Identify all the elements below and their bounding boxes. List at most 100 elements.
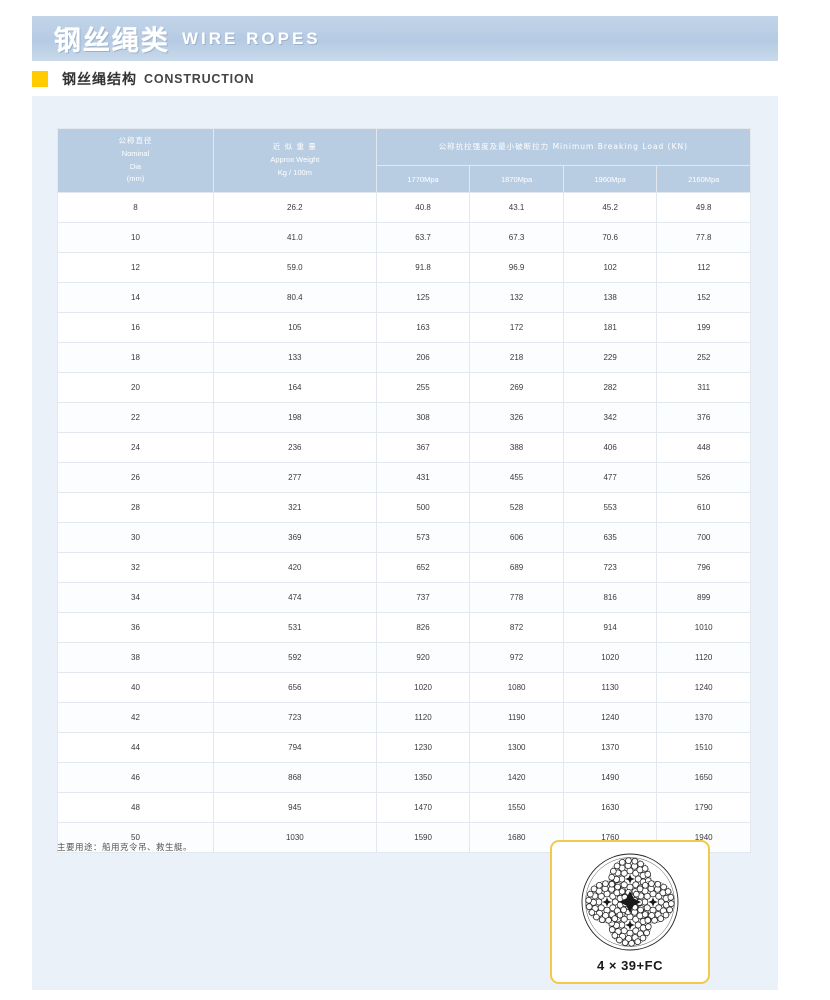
cell-nominal-dia: 8 [57, 192, 214, 223]
header-row-primary: 公称直径 Nominal Dia (mm) 近 似 重 量 Approx Wei… [57, 128, 752, 193]
cell-breaking-load: 1680 [469, 822, 564, 853]
cell-breaking-load: 920 [375, 642, 471, 673]
table-head: 公称直径 Nominal Dia (mm) 近 似 重 量 Approx Wei… [57, 128, 752, 193]
construction-figure: 4 × 39+FC [550, 840, 710, 984]
cell-approx-weight: 198 [212, 402, 377, 433]
cell-nominal-dia: 22 [57, 402, 214, 433]
cell-breaking-load: 448 [656, 432, 751, 463]
header-nominal-dia-cn: 公称直径 [118, 136, 153, 145]
cell-breaking-load: 269 [469, 372, 564, 403]
cell-nominal-dia: 44 [57, 732, 214, 763]
cell-nominal-dia: 50 [57, 822, 214, 853]
cell-approx-weight: 420 [212, 552, 377, 583]
cell-breaking-load: 1230 [375, 732, 471, 763]
construction-label: 4 × 39+FC [597, 957, 663, 973]
cell-breaking-load: 610 [656, 492, 751, 523]
cell-approx-weight: 105 [212, 312, 377, 343]
cell-breaking-load: 872 [469, 612, 564, 643]
cell-breaking-load: 49.8 [656, 192, 751, 223]
cell-breaking-load: 1490 [562, 762, 658, 793]
table-row: 10 41.0 63.7 67.3 70.6 77.8 [57, 222, 751, 253]
cell-approx-weight: 59.0 [212, 252, 377, 283]
header-breaking-load-group: 公称抗拉强度及最小破断拉力 Minimum Breaking Load (KN) [375, 128, 752, 166]
cell-breaking-load: 406 [562, 432, 658, 463]
cell-nominal-dia: 30 [57, 522, 214, 553]
cell-nominal-dia: 26 [57, 462, 214, 493]
cell-nominal-dia: 36 [57, 612, 214, 643]
table-row: 12 59.0 91.8 96.9 102 112 [57, 252, 751, 283]
table-row: 30 369 573 606 635 700 [57, 522, 751, 553]
cell-nominal-dia: 40 [57, 672, 214, 703]
cell-approx-weight: 369 [212, 522, 377, 553]
cell-nominal-dia: 42 [57, 702, 214, 733]
square-marker-icon [32, 71, 48, 87]
cell-breaking-load: 1240 [656, 672, 751, 703]
cell-breaking-load: 1010 [656, 612, 751, 643]
cell-approx-weight: 945 [212, 792, 377, 823]
header-grade-1870: 1870Mpa [469, 165, 564, 193]
cell-breaking-load: 43.1 [469, 192, 564, 223]
table-row: 46 868 1350 1420 1490 1650 [57, 762, 751, 793]
header-breaking-load-group-text: 公称抗拉强度及最小破断拉力 Minimum Breaking Load (KN) [438, 142, 689, 152]
cell-breaking-load: 91.8 [375, 252, 471, 283]
content-panel: 公称直径 Nominal Dia (mm) 近 似 重 量 Approx Wei… [32, 96, 778, 990]
header-nominal-dia: 公称直径 Nominal Dia (mm) [57, 128, 214, 193]
header-approx-weight-cn: 近 似 重 量 [272, 142, 317, 152]
cell-breaking-load: 1350 [375, 762, 471, 793]
cell-breaking-load: 455 [469, 462, 564, 493]
cell-breaking-load: 163 [375, 312, 471, 343]
cell-breaking-load: 388 [469, 432, 564, 463]
cell-breaking-load: 526 [656, 462, 751, 493]
cell-breaking-load: 1630 [562, 792, 658, 823]
cell-breaking-load: 67.3 [469, 222, 564, 253]
table-row: 42 723 1120 1190 1240 1370 [57, 702, 751, 733]
cell-breaking-load: 1370 [562, 732, 658, 763]
cell-breaking-load: 553 [562, 492, 658, 523]
cell-breaking-load: 70.6 [562, 222, 658, 253]
cell-nominal-dia: 20 [57, 372, 214, 403]
header-nominal-dia-en2: Dia [129, 161, 142, 171]
table-row: 14 80.4 125 132 138 152 [57, 282, 751, 313]
cell-breaking-load: 826 [375, 612, 471, 643]
table-row: 24 236 367 388 406 448 [57, 432, 751, 463]
cell-breaking-load: 218 [469, 342, 564, 373]
cell-breaking-load: 1080 [469, 672, 564, 703]
cell-breaking-load: 528 [469, 492, 564, 523]
cell-breaking-load: 431 [375, 462, 471, 493]
cell-breaking-load: 112 [656, 252, 751, 283]
cell-nominal-dia: 10 [57, 222, 214, 253]
subheading-title-cn: 钢丝绳结构 [62, 72, 137, 88]
cell-breaking-load: 700 [656, 522, 751, 553]
cell-breaking-load: 1120 [375, 702, 471, 733]
cell-approx-weight: 531 [212, 612, 377, 643]
cell-breaking-load: 737 [375, 582, 471, 613]
table-row: 16 105 163 172 181 199 [57, 312, 751, 343]
cell-breaking-load: 181 [562, 312, 658, 343]
table-row: 20 164 255 269 282 311 [57, 372, 751, 403]
header-grade-1770: 1770Mpa [375, 165, 471, 193]
banner-title-en: WIRE ROPES [182, 28, 321, 48]
cell-approx-weight: 321 [212, 492, 377, 523]
cell-nominal-dia: 46 [57, 762, 214, 793]
cell-breaking-load: 1510 [656, 732, 751, 763]
cell-breaking-load: 45.2 [562, 192, 658, 223]
page-banner: 钢丝绳类 WIRE ROPES [32, 16, 778, 61]
cell-breaking-load: 914 [562, 612, 658, 643]
subheading-title-en: CONSTRUCTION [144, 72, 255, 86]
cell-nominal-dia: 48 [57, 792, 214, 823]
cell-breaking-load: 723 [562, 552, 658, 583]
section-subheading: 钢丝绳结构 CONSTRUCTION [32, 68, 254, 90]
table-row: 32 420 652 689 723 796 [57, 552, 751, 583]
cell-breaking-load: 972 [469, 642, 564, 673]
cell-breaking-load: 206 [375, 342, 471, 373]
cell-breaking-load: 796 [656, 552, 751, 583]
cell-breaking-load: 1420 [469, 762, 564, 793]
wire-rope-cross-section-icon [581, 853, 679, 950]
cell-approx-weight: 592 [212, 642, 377, 673]
header-approx-weight: 近 似 重 量 Approx Weight Kg / 100m [212, 128, 377, 193]
cell-approx-weight: 1030 [212, 822, 377, 853]
cell-breaking-load: 77.8 [656, 222, 751, 253]
cell-nominal-dia: 32 [57, 552, 214, 583]
header-row-grades: 1770Mpa 1870Mpa 1960Mpa 2160Mpa [58, 165, 751, 193]
banner-title-cn: 钢丝绳类 [54, 26, 170, 57]
